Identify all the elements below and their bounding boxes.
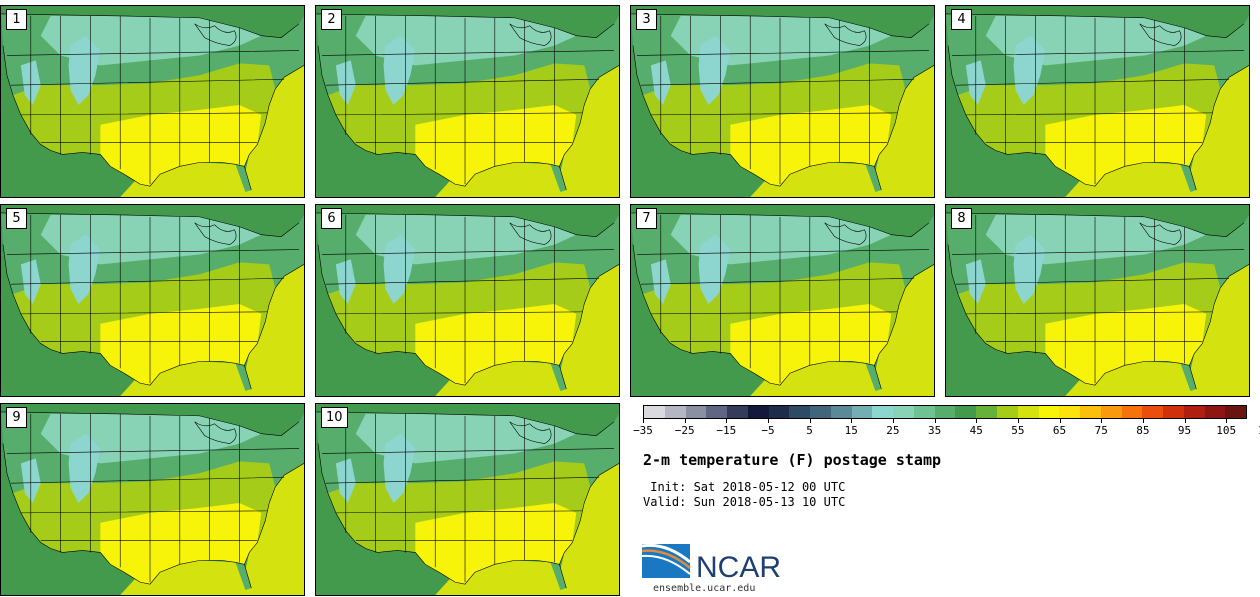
colorbar-tick — [1017, 418, 1019, 423]
member-map-panel: 6 — [315, 204, 620, 397]
colorbar-segment — [664, 406, 686, 418]
colorbar-segment — [768, 406, 790, 418]
member-number: 1 — [6, 9, 27, 30]
member-map-panel: 2 — [315, 5, 620, 198]
colorbar-segment — [997, 406, 1018, 418]
colorbar-segment — [789, 406, 811, 418]
member-number: 5 — [6, 208, 27, 229]
colorbar-segment — [644, 406, 665, 418]
ncar-url[interactable]: ensemble.ucar.edu — [653, 583, 756, 594]
colorbar-tick-label: −35 — [633, 424, 653, 437]
member-map-panel: 9 — [0, 403, 305, 596]
colorbar-tick — [684, 418, 686, 423]
member-number: 3 — [636, 9, 657, 30]
colorbar-tick — [726, 418, 728, 423]
member-number: 10 — [321, 407, 348, 428]
colorbar-segment — [934, 406, 956, 418]
colorbar-segment — [685, 406, 707, 418]
member-map-panel: 7 — [630, 204, 935, 397]
colorbar-segment — [1080, 406, 1101, 418]
colorbar-tick — [976, 418, 978, 423]
chart-title: 2-m temperature (F) postage stamp — [643, 451, 942, 469]
colorbar-segment — [747, 406, 769, 418]
temperature-map — [316, 404, 619, 595]
colorbar-segment — [1038, 406, 1060, 418]
member-number: 2 — [321, 9, 342, 30]
temperature-map — [1, 6, 304, 197]
temperature-map — [946, 205, 1249, 396]
temperature-map — [631, 205, 934, 396]
colorbar-tick-label: 95 — [1177, 424, 1192, 437]
colorbar-tick-label: −5 — [761, 424, 775, 437]
member-number: 4 — [951, 9, 972, 30]
member-number: 6 — [321, 208, 342, 229]
member-map-panel: 3 — [630, 5, 935, 198]
colorbar-tick — [1184, 418, 1186, 423]
member-number: 9 — [6, 407, 27, 428]
colorbar-segment — [1017, 406, 1039, 418]
colorbar-segment — [1100, 406, 1122, 418]
colorbar-tick-label: 65 — [1052, 424, 1067, 437]
colorbar-tick-label: 5 — [806, 424, 813, 437]
colorbar-segment — [810, 406, 831, 418]
colorbar-tick — [1101, 418, 1103, 423]
colorbar-tick — [767, 418, 769, 423]
temperature-map — [316, 6, 619, 197]
colorbar-tick — [892, 418, 894, 423]
member-number: 7 — [636, 208, 657, 229]
colorbar-segment — [872, 406, 894, 418]
colorbar-tick — [1226, 418, 1228, 423]
temperature-map — [631, 6, 934, 197]
colorbar-tick-label: 15 — [844, 424, 858, 437]
member-map-panel: 8 — [945, 204, 1250, 397]
colorbar-segment — [830, 406, 852, 418]
ncar-logo-text: NCAR — [696, 551, 781, 584]
colorbar-tick-label: 25 — [886, 424, 900, 437]
colorbar-tick-label: 75 — [1094, 424, 1108, 437]
colorbar-segment — [913, 406, 935, 418]
colorbar-tick-label: 85 — [1136, 424, 1150, 437]
colorbar-segment — [1204, 406, 1226, 418]
colorbar-tick — [1059, 418, 1061, 423]
colorbar-tick-label: −15 — [716, 424, 737, 437]
colorbar-segment — [706, 406, 728, 418]
colorbar-tick — [809, 418, 811, 423]
colorbar — [643, 405, 1247, 419]
temperature-map — [946, 6, 1249, 197]
member-map-panel: 1 — [0, 5, 305, 198]
colorbar-segment — [1225, 406, 1247, 418]
colorbar-segment — [851, 406, 873, 418]
colorbar-segment — [1059, 406, 1081, 418]
temperature-map — [1, 404, 304, 595]
member-map-panel: 4 — [945, 5, 1250, 198]
colorbar-tick-label: 55 — [1011, 424, 1025, 437]
colorbar-segment — [976, 406, 998, 418]
colorbar-tick — [1142, 418, 1144, 423]
valid-time: Valid: Sun 2018-05-13 10 UTC — [643, 495, 846, 509]
member-number: 8 — [951, 208, 972, 229]
colorbar-tick-label: −25 — [674, 424, 695, 437]
colorbar-segment — [1163, 406, 1184, 418]
colorbar-segment — [1142, 406, 1164, 418]
colorbar-segment — [893, 406, 914, 418]
colorbar-tick-label: 115 — [1258, 424, 1260, 437]
member-map-panel: 5 — [0, 204, 305, 397]
member-map-panel: 10 — [315, 403, 620, 596]
colorbar-tick-label: 105 — [1216, 424, 1237, 437]
init-time: Init: Sat 2018-05-12 00 UTC — [643, 480, 846, 494]
colorbar-segment — [1121, 406, 1143, 418]
colorbar-segment — [727, 406, 748, 418]
colorbar-tick-label: 35 — [927, 424, 942, 437]
colorbar-tick — [934, 418, 936, 423]
colorbar-tick — [643, 418, 644, 423]
colorbar-tick — [851, 418, 853, 423]
temperature-map — [1, 205, 304, 396]
colorbar-segment — [955, 406, 977, 418]
ncar-logo: NCAR — [642, 543, 781, 584]
colorbar-segment — [1183, 406, 1205, 418]
temperature-map — [316, 205, 619, 396]
colorbar-tick-label: 45 — [969, 424, 983, 437]
